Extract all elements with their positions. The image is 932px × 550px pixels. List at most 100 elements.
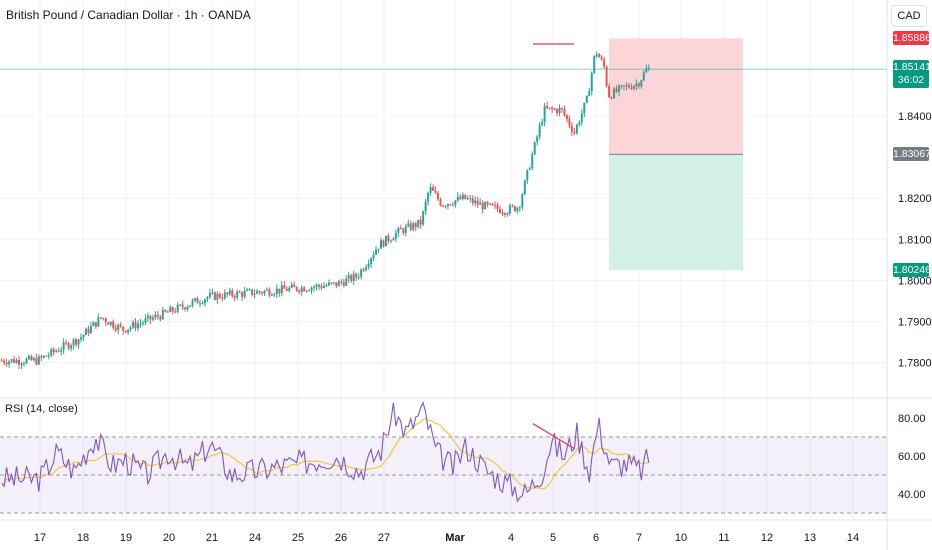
candle-body bbox=[538, 125, 541, 137]
candle-body bbox=[79, 337, 82, 340]
candle-body bbox=[144, 318, 147, 323]
time-tick-label: 21 bbox=[206, 532, 218, 544]
candle-body bbox=[25, 358, 28, 364]
candle-body bbox=[558, 107, 561, 114]
candle-body bbox=[270, 295, 273, 297]
candle-body bbox=[15, 359, 18, 363]
candle-body bbox=[87, 328, 90, 334]
candle-body bbox=[528, 168, 531, 170]
candle-body bbox=[553, 109, 556, 111]
candle-body bbox=[536, 136, 539, 143]
candle-body bbox=[161, 309, 164, 320]
candle-body bbox=[595, 54, 598, 56]
candle-body bbox=[565, 115, 568, 119]
candle-body bbox=[350, 275, 353, 281]
candle-body bbox=[119, 324, 122, 327]
candle-body bbox=[5, 362, 8, 365]
candle-body bbox=[551, 107, 554, 110]
candle-body bbox=[20, 363, 23, 365]
candle-body bbox=[486, 202, 489, 205]
candle-body bbox=[491, 203, 494, 206]
candle-body bbox=[75, 339, 78, 345]
candle-body bbox=[124, 330, 127, 333]
candle-body bbox=[466, 198, 469, 200]
candle-body bbox=[578, 122, 581, 125]
candle-body bbox=[513, 206, 516, 212]
candle-body bbox=[67, 343, 70, 349]
candle-body bbox=[308, 290, 311, 292]
candle-body bbox=[570, 125, 573, 132]
time-tick-label: 27 bbox=[378, 532, 390, 544]
candle-body bbox=[335, 282, 338, 287]
candle-body bbox=[412, 223, 415, 230]
candle-body bbox=[620, 85, 623, 87]
candle-body bbox=[169, 307, 172, 313]
candle-body bbox=[3, 360, 6, 363]
candle-body bbox=[441, 205, 444, 207]
time-tick-label: 12 bbox=[761, 532, 773, 544]
candle-body bbox=[92, 322, 95, 327]
candle-body bbox=[280, 285, 283, 293]
price-tick-label: 1.81000 bbox=[898, 234, 932, 246]
candle-body bbox=[637, 83, 640, 87]
candle-body bbox=[422, 211, 425, 225]
candle-body bbox=[647, 67, 650, 69]
candle-body bbox=[337, 281, 340, 287]
candle-body bbox=[531, 154, 534, 169]
candle-body bbox=[82, 334, 85, 338]
candle-body bbox=[265, 289, 268, 291]
candle-body bbox=[30, 356, 33, 361]
candle-body bbox=[164, 309, 167, 312]
candle-body bbox=[258, 291, 261, 293]
candle-body bbox=[293, 284, 296, 287]
candle-body bbox=[476, 200, 479, 205]
candle-body bbox=[355, 273, 358, 278]
candle-body bbox=[474, 200, 477, 204]
candle-body bbox=[174, 311, 177, 313]
candle-body bbox=[146, 315, 149, 319]
candle-body bbox=[189, 305, 192, 307]
candle-body bbox=[556, 109, 559, 114]
candle-body bbox=[97, 317, 100, 327]
candle-body bbox=[318, 284, 321, 287]
candle-body bbox=[233, 295, 236, 298]
candle-body bbox=[10, 359, 13, 362]
candle-body bbox=[221, 297, 224, 299]
currency-button[interactable]: CAD bbox=[891, 5, 927, 27]
candle-body bbox=[35, 358, 38, 365]
candle-body bbox=[352, 273, 355, 281]
candle-body bbox=[407, 223, 410, 227]
candle-body bbox=[362, 269, 365, 271]
candle-body bbox=[427, 192, 430, 202]
candle-body bbox=[89, 326, 92, 334]
candle-body bbox=[600, 57, 603, 60]
candle-body bbox=[8, 361, 11, 365]
candle-body bbox=[246, 289, 249, 292]
candle-body bbox=[588, 91, 591, 96]
candle-body bbox=[134, 322, 137, 329]
candle-body bbox=[449, 204, 452, 206]
candle-body bbox=[129, 327, 132, 330]
candle-body bbox=[345, 278, 348, 286]
candle-body bbox=[243, 291, 246, 297]
candle-body bbox=[640, 80, 643, 87]
price-tick-label: 1.80000 bbox=[898, 275, 932, 287]
candle-body bbox=[288, 287, 291, 291]
candle-body bbox=[642, 72, 645, 81]
candle-body bbox=[603, 59, 606, 67]
candle-body bbox=[137, 323, 140, 329]
candle-body bbox=[32, 358, 35, 361]
candle-body bbox=[347, 275, 350, 279]
candle-body bbox=[275, 288, 278, 295]
candle-body bbox=[194, 298, 197, 301]
time-tick-label: 13 bbox=[804, 532, 816, 544]
candle-body bbox=[446, 204, 449, 207]
candle-body bbox=[372, 254, 375, 259]
candle-body bbox=[109, 321, 112, 325]
candle-body bbox=[216, 293, 219, 300]
candle-body bbox=[268, 289, 271, 296]
candle-body bbox=[208, 293, 211, 298]
rsi-tick-label: 60.00 bbox=[898, 451, 926, 463]
price-tick-label: 1.78000 bbox=[898, 358, 932, 370]
